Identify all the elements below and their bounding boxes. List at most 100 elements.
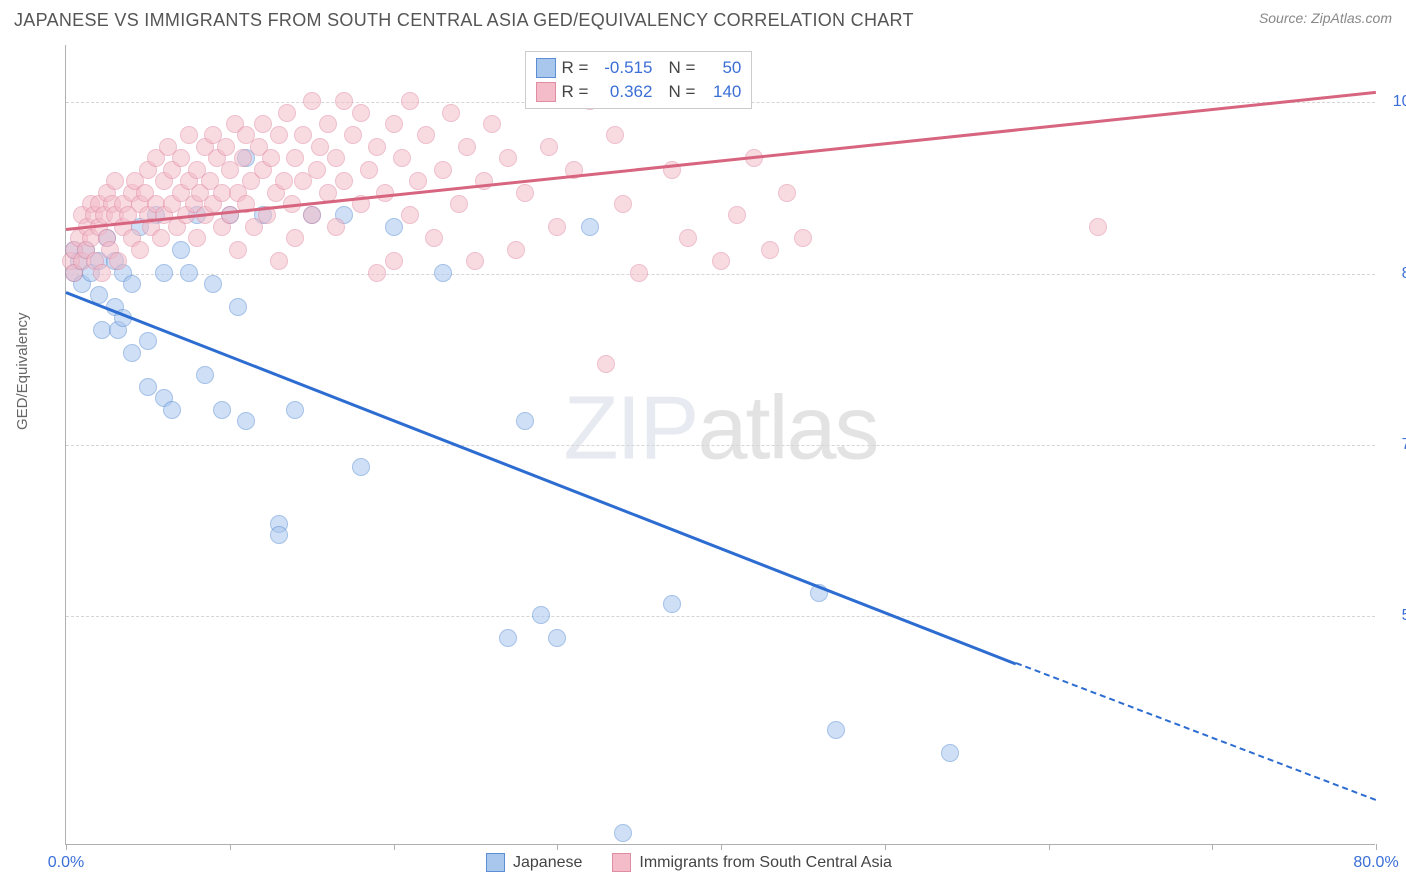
scatter-point	[712, 252, 730, 270]
scatter-point	[204, 275, 222, 293]
scatter-point	[434, 161, 452, 179]
scatter-point	[385, 252, 403, 270]
scatter-point	[532, 606, 550, 624]
scatter-point	[213, 401, 231, 419]
scatter-point	[434, 264, 452, 282]
x-tick	[1212, 844, 1213, 850]
scatter-point	[761, 241, 779, 259]
chart-title: JAPANESE VS IMMIGRANTS FROM SOUTH CENTRA…	[14, 10, 914, 31]
scatter-point	[466, 252, 484, 270]
stats-n-value: 50	[701, 58, 741, 78]
scatter-point	[425, 229, 443, 247]
gridline	[66, 445, 1375, 446]
scatter-point	[516, 412, 534, 430]
scatter-point	[548, 629, 566, 647]
x-tick	[721, 844, 722, 850]
scatter-point	[385, 218, 403, 236]
scatter-point	[172, 241, 190, 259]
scatter-point	[106, 172, 124, 190]
scatter-point	[163, 401, 181, 419]
y-tick-label: 55.0%	[1387, 607, 1406, 625]
scatter-point	[417, 126, 435, 144]
stats-r-label: R =	[562, 58, 589, 78]
x-tick	[230, 844, 231, 850]
scatter-point	[254, 115, 272, 133]
scatter-point	[581, 218, 599, 236]
scatter-point	[155, 264, 173, 282]
scatter-point	[409, 172, 427, 190]
scatter-point	[794, 229, 812, 247]
scatter-point	[352, 104, 370, 122]
stats-r-label: R =	[562, 82, 589, 102]
scatter-point	[234, 149, 252, 167]
stats-row: R =0.362N =140	[536, 80, 742, 104]
y-tick-label: 100.0%	[1387, 93, 1406, 111]
stats-r-value: -0.515	[594, 58, 652, 78]
scatter-point	[229, 241, 247, 259]
x-tick	[557, 844, 558, 850]
scatter-point	[507, 241, 525, 259]
y-tick-label: 85.0%	[1387, 265, 1406, 283]
scatter-point	[139, 378, 157, 396]
stats-box: R =-0.515 N = 50R =0.362N =140	[525, 51, 753, 109]
scatter-point	[188, 229, 206, 247]
scatter-point	[499, 149, 517, 167]
scatter-point	[278, 104, 296, 122]
scatter-point	[180, 264, 198, 282]
scatter-point	[327, 218, 345, 236]
scatter-point	[1089, 218, 1107, 236]
scatter-point	[630, 264, 648, 282]
scatter-point	[540, 138, 558, 156]
stats-n-label: N =	[668, 58, 695, 78]
scatter-point	[319, 115, 337, 133]
scatter-point	[663, 595, 681, 613]
legend-swatch	[536, 82, 556, 102]
scatter-point	[311, 138, 329, 156]
scatter-point	[778, 184, 796, 202]
scatter-point	[368, 264, 386, 282]
scatter-point	[270, 252, 288, 270]
scatter-point	[217, 138, 235, 156]
scatter-point	[614, 195, 632, 213]
x-tick-label: 80.0%	[1353, 854, 1398, 872]
plot-area: ZIPatlas 55.0%70.0%85.0%100.0%0.0%80.0%R…	[65, 45, 1375, 845]
source-label: Source: ZipAtlas.com	[1259, 10, 1392, 26]
scatter-point	[827, 721, 845, 739]
legend-label: Immigrants from South Central Asia	[639, 854, 892, 872]
scatter-point	[303, 206, 321, 224]
scatter-point	[442, 104, 460, 122]
scatter-point	[548, 218, 566, 236]
scatter-point	[286, 229, 304, 247]
scatter-point	[131, 241, 149, 259]
scatter-point	[303, 92, 321, 110]
scatter-point	[93, 264, 111, 282]
x-tick	[885, 844, 886, 850]
x-tick	[66, 844, 67, 850]
x-tick	[394, 844, 395, 850]
scatter-point	[941, 744, 959, 762]
scatter-point	[376, 184, 394, 202]
scatter-point	[237, 412, 255, 430]
scatter-point	[385, 115, 403, 133]
scatter-point	[327, 149, 345, 167]
scatter-point	[213, 184, 231, 202]
legend-item: Japanese	[486, 853, 582, 872]
stats-n-label: N =	[668, 82, 695, 102]
scatter-point	[483, 115, 501, 133]
scatter-point	[516, 184, 534, 202]
scatter-point	[352, 458, 370, 476]
scatter-point	[286, 401, 304, 419]
scatter-point	[606, 126, 624, 144]
gridline	[66, 616, 1375, 617]
scatter-point	[286, 149, 304, 167]
watermark: ZIPatlas	[563, 377, 877, 480]
scatter-point	[499, 629, 517, 647]
scatter-point	[229, 298, 247, 316]
scatter-point	[109, 252, 127, 270]
scatter-point	[294, 126, 312, 144]
scatter-point	[172, 149, 190, 167]
title-bar: JAPANESE VS IMMIGRANTS FROM SOUTH CENTRA…	[14, 10, 1392, 31]
scatter-point	[123, 344, 141, 362]
scatter-point	[275, 172, 293, 190]
scatter-point	[401, 206, 419, 224]
